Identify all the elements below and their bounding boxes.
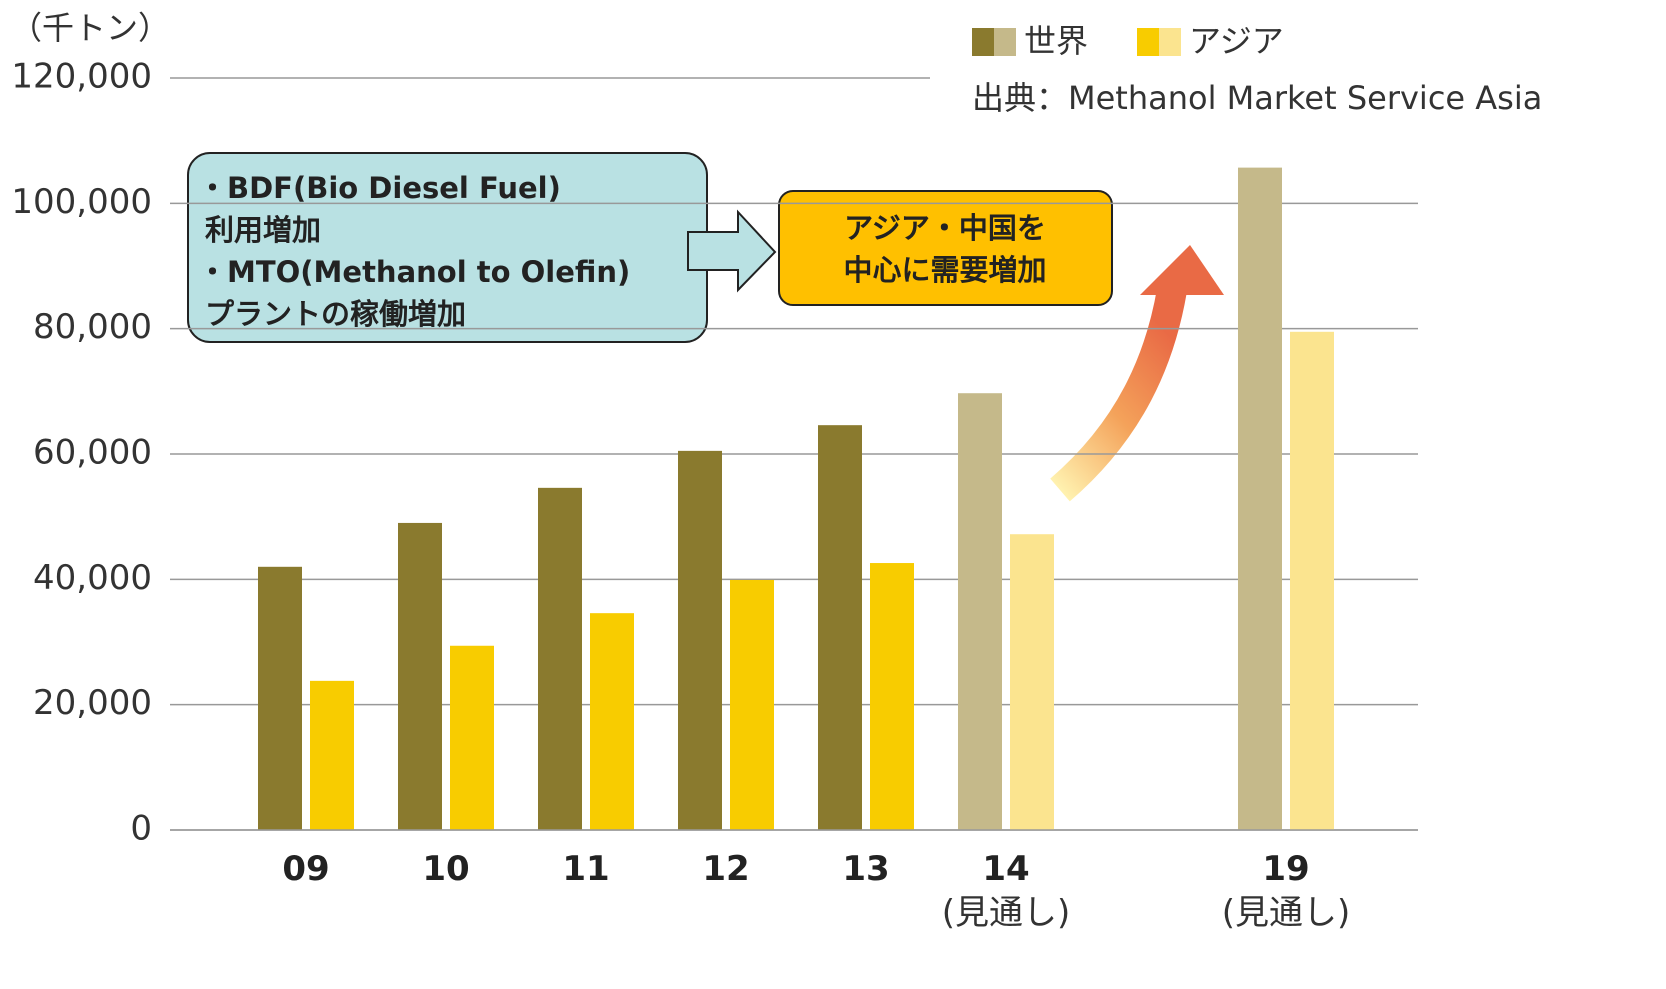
bar	[1290, 331, 1334, 830]
legend-swatch	[994, 28, 1016, 56]
legend-swatch	[1137, 28, 1159, 56]
annotation-text: ・BDF(Bio Diesel Fuel)	[198, 171, 561, 205]
legend-label: 世界	[1024, 22, 1088, 60]
y-tick-label: 60,000	[33, 433, 152, 473]
bar	[730, 579, 774, 830]
trend-arrow	[1050, 287, 1187, 502]
x-tick-label: 09	[282, 849, 329, 889]
annotation-text: アジア・中国を	[844, 211, 1046, 245]
annotation-text: 利用増加	[205, 213, 321, 247]
unit-label: （千トン）	[10, 9, 170, 47]
annotation-text: 中心に需要増加	[843, 253, 1046, 287]
bar	[398, 522, 442, 830]
x-tick-label: 19 (見通し)	[1222, 849, 1351, 933]
x-tick-label: 12	[702, 849, 749, 889]
bar	[590, 613, 634, 830]
y-tick-label: 0	[130, 809, 152, 849]
x-tick-label: 13	[842, 849, 889, 889]
source: 出典：Methanol Market Service Asia	[972, 79, 1542, 117]
y-tick-label: 120,000	[11, 57, 152, 97]
callout-box	[778, 190, 1113, 306]
legend-swatch	[1159, 28, 1181, 56]
y-tick-label: 40,000	[33, 558, 152, 598]
bar	[538, 487, 582, 830]
legend-swatch	[972, 28, 994, 56]
bar	[450, 645, 494, 830]
trend-arrow-head	[1140, 245, 1224, 295]
bar	[1010, 534, 1054, 830]
bar	[1238, 167, 1282, 830]
legend-label: アジア	[1189, 22, 1284, 60]
bar	[818, 425, 862, 830]
bar	[258, 566, 302, 830]
x-tick-label: 14 (見通し)	[942, 849, 1071, 933]
x-tick-label: 11	[562, 849, 609, 889]
y-tick-label: 100,000	[11, 182, 152, 222]
bar	[958, 393, 1002, 830]
y-tick-label: 80,000	[33, 307, 152, 347]
bar	[310, 680, 354, 830]
annotation-text: ・MTO(Methanol to Olefin)	[198, 255, 630, 289]
callout-arrow	[687, 209, 777, 293]
bar	[678, 450, 722, 830]
y-tick-label: 20,000	[33, 683, 152, 723]
bar	[870, 563, 914, 830]
annotation-text: プラントの稼働増加	[205, 297, 466, 331]
x-tick-label: 10	[422, 849, 469, 889]
